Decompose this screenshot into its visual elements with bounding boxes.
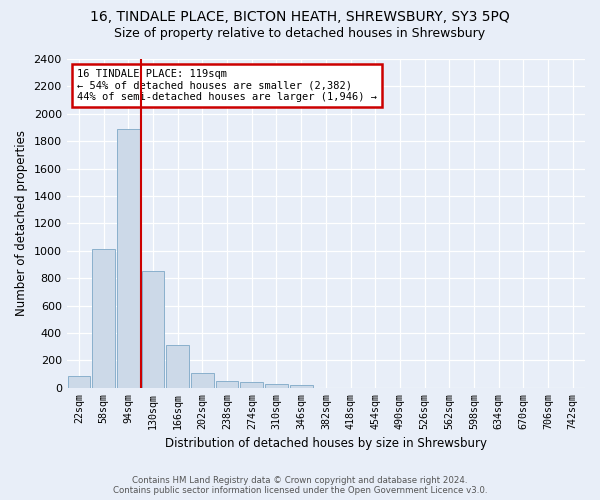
- Bar: [92, 250, 115, 388]
- Text: 16, TINDALE PLACE, BICTON HEATH, SHREWSBURY, SY3 5PQ: 16, TINDALE PLACE, BICTON HEATH, SHREWSB…: [90, 10, 510, 24]
- Bar: [191, 372, 214, 388]
- Bar: [265, 384, 288, 388]
- Bar: [216, 381, 238, 388]
- Bar: [68, 376, 91, 388]
- Bar: [290, 385, 313, 388]
- X-axis label: Distribution of detached houses by size in Shrewsbury: Distribution of detached houses by size …: [165, 437, 487, 450]
- Text: Contains HM Land Registry data © Crown copyright and database right 2024.
Contai: Contains HM Land Registry data © Crown c…: [113, 476, 487, 495]
- Bar: [142, 270, 164, 388]
- Y-axis label: Number of detached properties: Number of detached properties: [15, 130, 28, 316]
- Bar: [166, 344, 189, 388]
- Bar: [117, 129, 140, 388]
- Text: 16 TINDALE PLACE: 119sqm
← 54% of detached houses are smaller (2,382)
44% of sem: 16 TINDALE PLACE: 119sqm ← 54% of detach…: [77, 69, 377, 102]
- Text: Size of property relative to detached houses in Shrewsbury: Size of property relative to detached ho…: [115, 28, 485, 40]
- Bar: [241, 382, 263, 388]
